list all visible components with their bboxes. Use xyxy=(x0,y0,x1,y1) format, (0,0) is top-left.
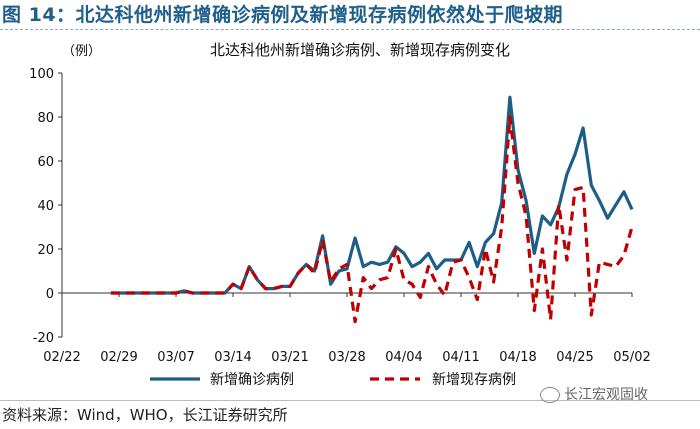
y-tick-label: 20 xyxy=(37,243,54,258)
y-tick-label: 100 xyxy=(29,67,54,82)
series-1 xyxy=(110,95,634,295)
legend-label-2: 新增现存病例 xyxy=(432,372,516,388)
x-tick-label: 02/29 xyxy=(100,350,137,365)
y-tick-label: 0 xyxy=(46,287,54,302)
x-tick-label: 05/02 xyxy=(613,350,650,365)
y-tick-label: 80 xyxy=(37,111,54,126)
watermark-text: 长江宏观固收 xyxy=(564,387,648,403)
x-tick-label: 03/14 xyxy=(214,350,251,365)
x-tick-label: 03/07 xyxy=(157,350,194,365)
series-line-1 xyxy=(110,95,634,295)
x-tick-label: 03/21 xyxy=(271,350,308,365)
line-chart: 北达科他州新增确诊病例、新增现存病例变化 （例） -20 0 20 40 60 80 100… xyxy=(29,41,651,388)
y-tick-label: -20 xyxy=(33,331,54,346)
chart-title: 北达科他州新增确诊病例、新增现存病例变化 xyxy=(210,41,510,59)
y-axis-unit: （例） xyxy=(62,44,101,59)
x-tick-label: 04/04 xyxy=(385,350,422,365)
axes: -20 0 20 40 60 80 100 02/22 02/29 03/07 03/14 03/21… xyxy=(29,67,651,365)
wechat-icon xyxy=(540,387,560,403)
x-tick-label: 02/22 xyxy=(43,350,80,365)
y-tick-label: 40 xyxy=(37,199,54,214)
series-2 xyxy=(110,115,634,324)
title-divider xyxy=(0,29,700,30)
legend: 新增确诊病例 新增现存病例 xyxy=(150,372,516,388)
footer-divider xyxy=(0,400,700,401)
x-tick-label: 03/28 xyxy=(328,350,365,365)
x-tick-label: 04/25 xyxy=(556,350,593,365)
x-tick-label: 04/11 xyxy=(442,350,479,365)
watermark: 长江宏观固收 xyxy=(540,384,648,404)
source-note: 资料来源：Wind，WHO，长江证券研究所 xyxy=(2,406,288,424)
x-tick-label: 04/18 xyxy=(499,350,536,365)
legend-label-1: 新增确诊病例 xyxy=(210,372,294,388)
figure-title: 图 14：北达科他州新增确诊病例及新增现存病例依然处于爬坡期 xyxy=(2,4,564,26)
y-tick-label: 60 xyxy=(37,155,54,170)
series-layer xyxy=(110,95,634,324)
